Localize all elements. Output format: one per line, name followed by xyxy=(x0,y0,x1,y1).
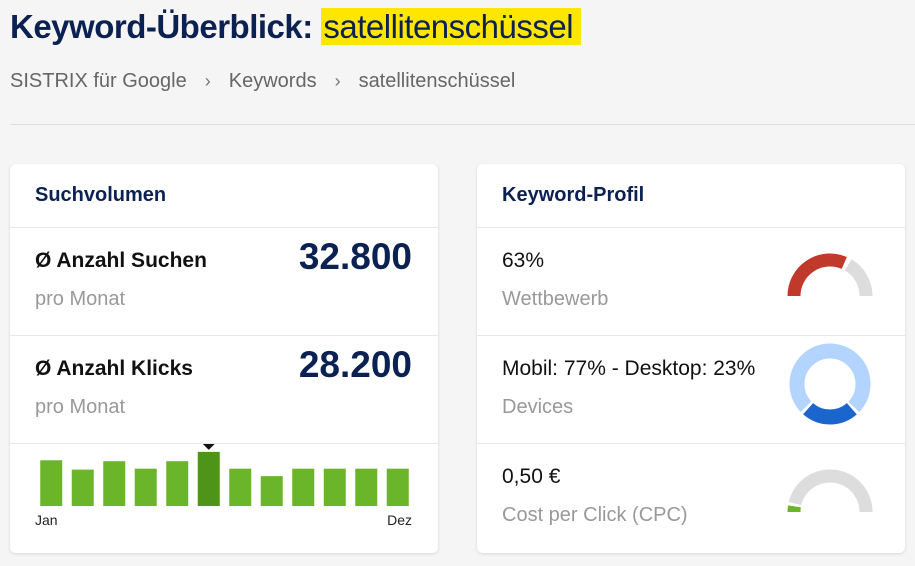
bar-month-8[interactable] xyxy=(260,476,283,506)
bar-month-2[interactable] xyxy=(71,469,94,506)
bar-month-3[interactable] xyxy=(103,461,126,506)
clicks-label: Ø Anzahl Klicks xyxy=(35,357,193,380)
bar-month-6[interactable] xyxy=(197,451,220,506)
bar-month-12[interactable] xyxy=(386,468,409,506)
cpc-value: 0,50 € xyxy=(502,465,561,488)
searches-sub: pro Monat xyxy=(35,288,126,310)
bar-month-7[interactable] xyxy=(229,468,252,506)
breadcrumb-item-keywords[interactable]: Keywords xyxy=(228,70,317,92)
bar-month-11[interactable] xyxy=(355,468,378,506)
clicks-sub: pro Monat xyxy=(35,396,126,418)
chevron-right-icon: › xyxy=(334,71,341,91)
current-month-marker-icon xyxy=(202,444,215,450)
cpc-row: 0,50 € Cost per Click (CPC) xyxy=(477,444,905,552)
bar-chart-svg xyxy=(40,444,409,506)
competition-value: 63% xyxy=(502,249,545,272)
title-prefix: Keyword-Überblick: xyxy=(10,8,313,45)
devices-label: Devices xyxy=(502,396,574,418)
search-volume-card: Suchvolumen Ø Anzahl Suchen pro Monat 32… xyxy=(10,164,438,553)
month-end-label: Dez xyxy=(387,512,412,528)
devices-value: Mobil: 77% - Desktop: 23% xyxy=(502,357,756,380)
month-start-label: Jan xyxy=(35,512,58,528)
monthly-volume-chart: Jan Dez xyxy=(10,444,438,553)
breadcrumb-item-current: satellitenschüssel xyxy=(358,70,516,92)
divider xyxy=(10,124,915,125)
title-keyword: satellitenschüssel xyxy=(321,8,582,45)
bar-month-4[interactable] xyxy=(134,468,157,506)
devices-donut xyxy=(789,343,871,425)
bar-month-10[interactable] xyxy=(323,468,346,506)
bar-month-9[interactable] xyxy=(292,468,315,506)
cpc-label: Cost per Click (CPC) xyxy=(502,504,688,526)
clicks-row: Ø Anzahl Klicks pro Monat 28.200 xyxy=(10,336,438,444)
card-title: Keyword-Profil xyxy=(477,164,905,228)
bar-month-1[interactable] xyxy=(40,460,63,506)
breadcrumb-item-sistrix[interactable]: SISTRIX für Google xyxy=(10,70,187,92)
bar-month-5[interactable] xyxy=(166,461,189,506)
competition-label: Wettbewerb xyxy=(502,288,609,310)
searches-label: Ø Anzahl Suchen xyxy=(35,249,207,272)
competition-row: 63% Wettbewerb xyxy=(477,228,905,336)
chevron-right-icon: › xyxy=(204,71,211,91)
competition-gauge xyxy=(787,253,873,297)
competition-rest-arc xyxy=(844,259,873,297)
searches-value: 32.800 xyxy=(298,236,412,277)
keyword-profile-card: Keyword-Profil 63% Wettbewerb Mobil: 77%… xyxy=(477,164,905,553)
card-title: Suchvolumen xyxy=(10,164,438,228)
clicks-value: 28.200 xyxy=(298,344,412,385)
devices-row: Mobil: 77% - Desktop: 23% Devices xyxy=(477,336,905,444)
searches-row: Ø Anzahl Suchen pro Monat 32.800 xyxy=(10,228,438,336)
page-title: Keyword-Überblick: satellitenschüssel xyxy=(10,8,582,46)
cpc-rest-arc xyxy=(788,469,873,513)
competition-value-arc xyxy=(787,253,847,297)
breadcrumb: SISTRIX für Google › Keywords › satellit… xyxy=(10,70,515,93)
cpc-gauge xyxy=(787,469,873,513)
